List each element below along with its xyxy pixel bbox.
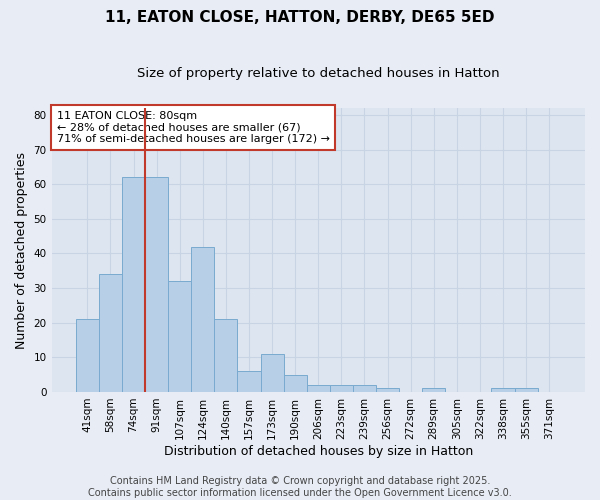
Text: 11, EATON CLOSE, HATTON, DERBY, DE65 5ED: 11, EATON CLOSE, HATTON, DERBY, DE65 5ED	[105, 10, 495, 25]
Bar	[515, 388, 538, 392]
Bar	[260, 354, 284, 392]
Bar	[284, 374, 307, 392]
Title: Size of property relative to detached houses in Hatton: Size of property relative to detached ho…	[137, 68, 500, 80]
Bar	[238, 371, 260, 392]
Bar	[76, 320, 99, 392]
Bar	[422, 388, 445, 392]
Bar	[330, 385, 353, 392]
X-axis label: Distribution of detached houses by size in Hatton: Distribution of detached houses by size …	[164, 444, 473, 458]
Bar	[214, 320, 238, 392]
Bar	[122, 178, 145, 392]
Y-axis label: Number of detached properties: Number of detached properties	[15, 152, 28, 348]
Bar	[191, 246, 214, 392]
Bar	[353, 385, 376, 392]
Text: Contains HM Land Registry data © Crown copyright and database right 2025.
Contai: Contains HM Land Registry data © Crown c…	[88, 476, 512, 498]
Bar	[376, 388, 399, 392]
Bar	[99, 274, 122, 392]
Bar	[168, 281, 191, 392]
Bar	[145, 178, 168, 392]
Bar	[491, 388, 515, 392]
Text: 11 EATON CLOSE: 80sqm
← 28% of detached houses are smaller (67)
71% of semi-deta: 11 EATON CLOSE: 80sqm ← 28% of detached …	[57, 111, 330, 144]
Bar	[307, 385, 330, 392]
